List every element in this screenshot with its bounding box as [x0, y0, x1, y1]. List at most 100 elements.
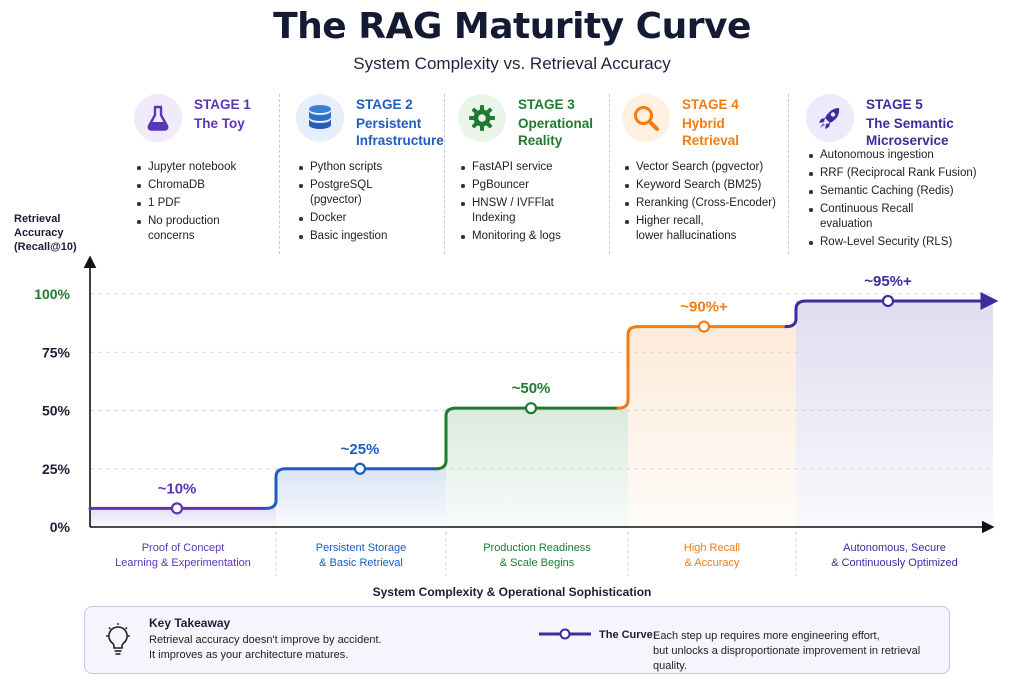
stage-name-line: Persistent — [356, 116, 422, 131]
takeaway-heading: Key Takeaway — [149, 616, 231, 630]
stage-bullet: PgBouncer — [461, 178, 561, 193]
curve-step-4 — [616, 325, 788, 410]
step-fill-4 — [628, 326, 796, 527]
stage-title: STAGE 5 The Semantic Microservice — [866, 96, 954, 149]
curve-legend-text: Each step up requires more engineering e… — [653, 630, 921, 672]
database-icon — [296, 94, 344, 142]
curve-legend-icon — [539, 628, 591, 640]
stage-title: STAGE 1 The Toy — [194, 96, 251, 132]
gear-icon — [458, 94, 506, 142]
step-fill-2 — [276, 468, 446, 527]
stage-bullet: Monitoring & logs — [461, 230, 561, 242]
x-category-label: Autonomous, Secure & Continuously Optimiz… — [831, 542, 958, 569]
maturity-chart: 0% 25% 50% 75% 100% Proof of Concept Learning… — [34, 255, 999, 576]
stage-name-line: The Semantic — [866, 116, 954, 131]
stage-bullet: Python scripts — [298, 160, 387, 175]
stage-label: STAGE 1 — [194, 97, 251, 112]
x-category-label: High Recall & Accuracy — [684, 542, 740, 569]
key-takeaway-box: Key Takeaway Retrieval accuracy doesn't … — [84, 606, 950, 674]
stage-label: STAGE 2 — [356, 97, 413, 112]
value-label: ~25% — [341, 441, 380, 458]
stage-bullet: ChromaDB — [136, 178, 236, 193]
stage-bullet: FastAPI service — [461, 160, 561, 175]
stage-bullet: Reranking (Cross-Encoder) — [625, 197, 776, 209]
stage-name-line: Infrastructure — [356, 133, 444, 148]
stage-5: STAGE 5 The Semantic Microservice Autonomou… — [806, 90, 986, 258]
step-fill-5 — [796, 300, 993, 527]
stage-label: STAGE 4 — [682, 97, 739, 112]
stage-bullet: RRF (Reciprocal Rank Fusion) — [809, 167, 977, 179]
takeaway-text: Retrieval accuracy doesn't improve by ac… — [149, 634, 382, 661]
x-axis-title: System Complexity & Operational Sophisti… — [372, 585, 652, 599]
y-tick-label: 25% — [42, 461, 71, 477]
stage-name-line: The Toy — [194, 116, 245, 131]
curve-marker — [697, 320, 711, 333]
stage-title: STAGE 2 Persistent Infrastructure — [356, 96, 444, 149]
stage-3: STAGE 3 Operational Reality FastAPI service… — [458, 90, 638, 258]
stage-separator — [279, 94, 280, 254]
stage-name-line: Retrieval — [682, 133, 740, 148]
page-title: The RAG Maturity Curve — [273, 6, 751, 47]
stage-bullet: HNSW / IVFFlat Indexing — [461, 196, 561, 226]
y-axis-label: Retrieval Accuracy (Recall@10) — [14, 213, 77, 253]
rocket-icon — [806, 94, 854, 142]
value-label: ~90%+ — [680, 299, 728, 316]
stage-bullet: PostgreSQL (pgvector) — [298, 178, 387, 208]
stage-separator — [788, 94, 789, 254]
curve-marker — [524, 402, 538, 415]
y-tick-label: 0% — [50, 519, 71, 535]
y-tick-label: 50% — [42, 403, 71, 419]
curve-step-2 — [264, 467, 438, 510]
stage-bullet: No production concerns — [136, 214, 236, 244]
curve-step-3 — [434, 406, 620, 471]
x-category-label: Production Readiness & Scale Begins — [483, 542, 591, 569]
stage-bullet: Continuous Recall evaluation — [809, 202, 977, 232]
stage-title: STAGE 3 Operational Reality — [518, 96, 593, 149]
stage-bullet: Row-Level Security (RLS) — [809, 235, 977, 250]
flask-icon — [134, 94, 182, 142]
stage-bullet-list: Python scripts PostgreSQL (pgvector) Docke… — [296, 160, 387, 247]
step-fill-3 — [446, 408, 628, 527]
x-category-label: Persistent Storage & Basic Retrieval — [316, 542, 407, 569]
curve-step-5 — [784, 291, 999, 329]
value-label: ~50% — [512, 380, 551, 397]
stage-bullet: 1 PDF — [136, 196, 236, 211]
x-category-label: Proof of Concept Learning & Experimentati… — [115, 542, 251, 569]
curve-legend-label: The Curve: — [599, 629, 657, 641]
stage-separator — [444, 94, 445, 254]
stage-name-line: Microservice — [866, 133, 949, 148]
value-label: ~10% — [158, 480, 197, 497]
stage-bullet: Basic ingestion — [298, 230, 388, 242]
lightbulb-icon — [106, 623, 130, 655]
stage-name-line: Reality — [518, 133, 563, 148]
curve-marker — [881, 294, 895, 308]
magnifier-icon — [622, 94, 670, 142]
stage-bullet: Jupyter notebook — [136, 161, 237, 173]
y-tick-label: 75% — [42, 344, 71, 360]
stage-label: STAGE 3 — [518, 97, 575, 112]
curve-marker — [353, 462, 367, 475]
stage-bullet: Autonomous ingestion — [809, 148, 977, 163]
stage-bullet-list: Vector Search (pgvector) Keyword Search (… — [622, 160, 776, 247]
stage-bullet: Vector Search (pgvector) — [625, 160, 776, 175]
stage-4: STAGE 4 Hybrid Retrieval Vector Search (pgv… — [622, 90, 802, 258]
stage-bullet: Semantic Caching (Redis) — [809, 184, 977, 199]
stage-2: STAGE 2 Persistent Infrastructure Python sc… — [296, 90, 476, 258]
stage-title: STAGE 4 Hybrid Retrieval — [682, 96, 739, 149]
stage-bullet: Docker — [298, 211, 387, 226]
page-subtitle: System Complexity vs. Retrieval Accuracy — [353, 54, 671, 73]
stage-name-line: Hybrid — [682, 116, 725, 131]
stage-bullet-list: Jupyter notebook ChromaDB 1 PDF No producti… — [134, 160, 236, 247]
stage-bullet: Keyword Search (BM25) — [625, 178, 776, 193]
curve-marker — [170, 502, 184, 515]
stage-label: STAGE 5 — [866, 97, 923, 112]
stage-separator — [609, 94, 610, 254]
stage-name-line: Operational — [518, 116, 594, 131]
step-fill-1 — [90, 508, 276, 527]
value-label: ~95%+ — [864, 273, 912, 290]
stage-bullet-list: Autonomous ingestion RRF (Reciprocal Rank… — [806, 148, 977, 253]
y-tick-label: 100% — [34, 286, 70, 302]
stage-1: STAGE 1 The Toy Jupyter notebook ChromaDB 1 … — [134, 90, 314, 258]
stage-bullet: Higher recall, lower hallucinations — [625, 214, 776, 244]
stage-bullet-list: FastAPI service PgBouncer HNSW / IVFFlat I… — [458, 160, 561, 247]
